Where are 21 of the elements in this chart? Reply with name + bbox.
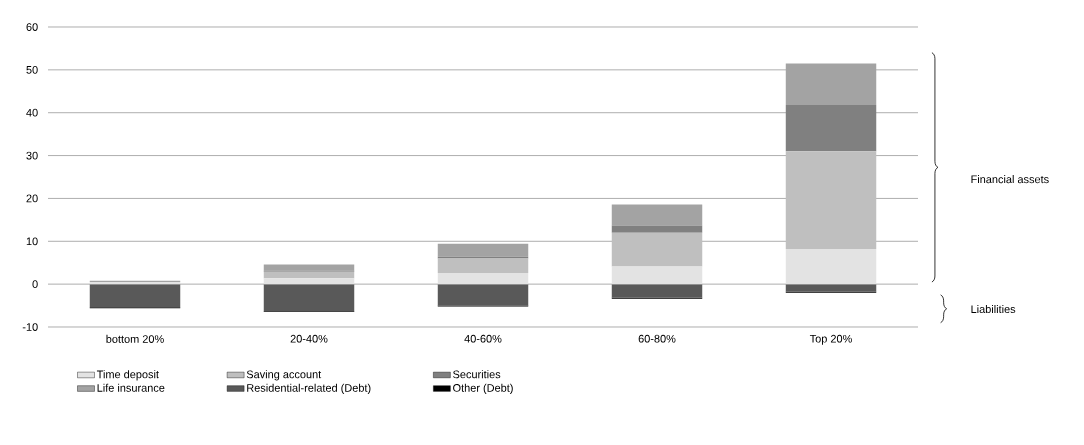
y-tick-label: 10 bbox=[26, 237, 38, 246]
text: Liabilities bbox=[971, 304, 1016, 314]
y-tick-label: 0 bbox=[32, 280, 38, 289]
y-tick-label: 20 bbox=[26, 194, 38, 203]
legend-label: Other (Debt) bbox=[453, 383, 513, 394]
legend-label: Life insurance bbox=[97, 383, 165, 392]
y-tick-label: 30 bbox=[26, 151, 38, 160]
x-tick-label: 60-80% bbox=[638, 334, 676, 343]
y-tick-label: -10 bbox=[22, 323, 38, 331]
x-tick-label: 40-60% bbox=[464, 334, 502, 343]
text: Financial assets bbox=[971, 175, 1049, 184]
x-tick-label: bottom 20% bbox=[106, 334, 164, 343]
y-tick-label: 60 bbox=[26, 23, 38, 31]
y-tick-label: 50 bbox=[26, 65, 38, 74]
legend-label: Saving account bbox=[246, 370, 322, 381]
legend-label: Time deposit bbox=[96, 370, 159, 381]
x-tick-label: 20-40% bbox=[290, 334, 328, 343]
x-tick-label: Top 20% bbox=[809, 334, 852, 345]
legend-label: Securities bbox=[453, 370, 501, 379]
legend-label: Residential-related (Debt) bbox=[247, 383, 371, 394]
y-tick-label: 40 bbox=[26, 108, 38, 117]
